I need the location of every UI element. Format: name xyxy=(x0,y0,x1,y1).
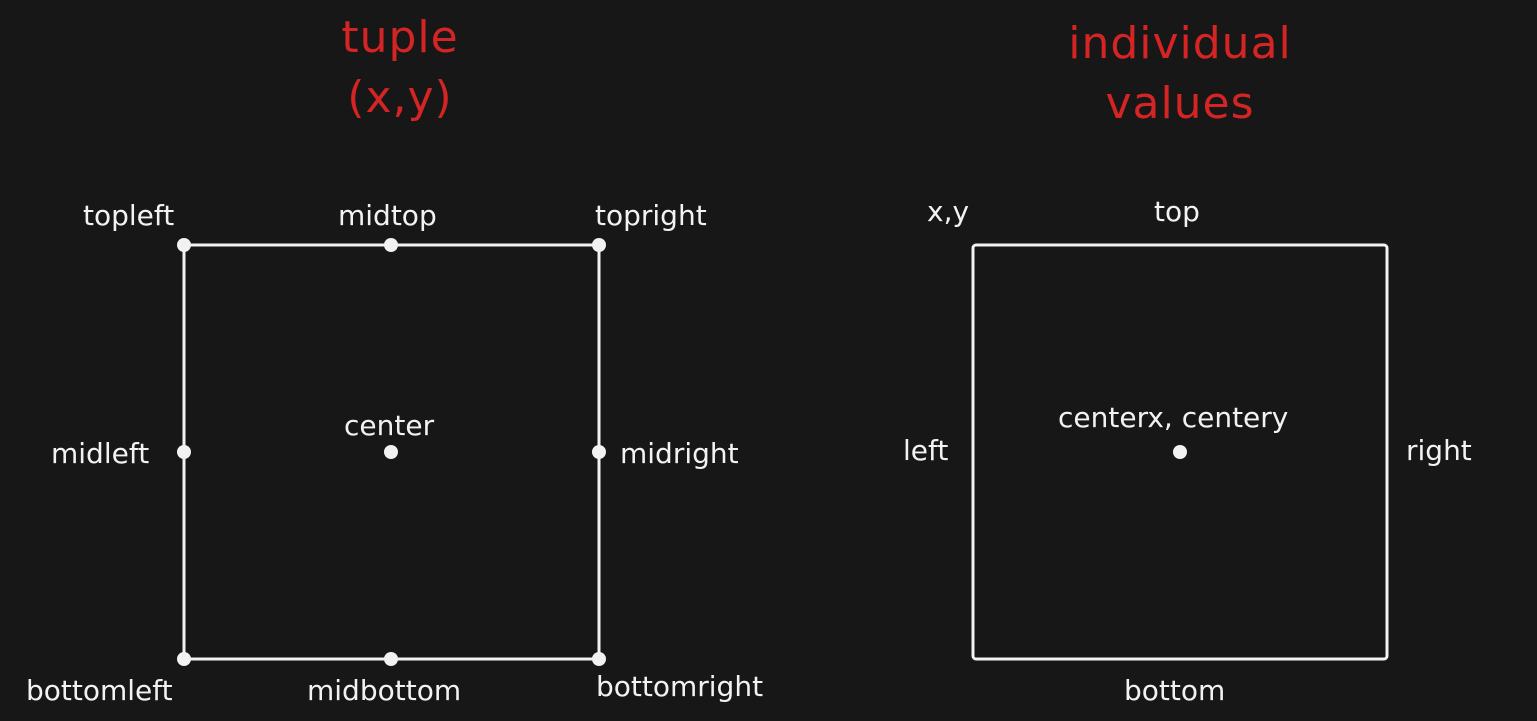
individual-heading-line1: individual xyxy=(1068,18,1292,69)
individual-heading-line2: values xyxy=(1105,78,1255,129)
label-midleft: midleft xyxy=(51,437,150,470)
label-bottomright: bottomright xyxy=(596,670,764,703)
label-center: center xyxy=(344,409,435,442)
point-center xyxy=(384,445,398,459)
label-midtop: midtop xyxy=(338,199,437,232)
label-topright: topright xyxy=(595,199,707,232)
label-midright: midright xyxy=(620,437,739,470)
point-topright xyxy=(592,238,606,252)
label-xy: x,y xyxy=(927,195,970,228)
tuple-heading-line2: (x,y) xyxy=(347,72,453,123)
label-left: left xyxy=(903,434,949,467)
point-topleft xyxy=(177,238,191,252)
label-midbottom: midbottom xyxy=(307,674,462,707)
label-bottomleft: bottomleft xyxy=(26,674,173,707)
point-midright xyxy=(592,445,606,459)
label-bottom: bottom xyxy=(1124,674,1226,707)
point-midbottom xyxy=(384,652,398,666)
point-midleft xyxy=(177,445,191,459)
label-right: right xyxy=(1406,434,1472,467)
point-bottomleft xyxy=(177,652,191,666)
label-centerx-centery: centerx, centery xyxy=(1058,401,1289,434)
label-top: top xyxy=(1154,195,1200,228)
tuple-heading: tuple (x,y) xyxy=(300,8,500,128)
point-midtop xyxy=(384,238,398,252)
tuple-heading-line1: tuple xyxy=(341,12,459,63)
point-centerx-centery xyxy=(1173,445,1187,459)
point-bottomright xyxy=(592,652,606,666)
label-topleft: topleft xyxy=(83,199,175,232)
individual-heading: individual values xyxy=(1030,14,1330,134)
individual-rect xyxy=(971,243,1389,661)
